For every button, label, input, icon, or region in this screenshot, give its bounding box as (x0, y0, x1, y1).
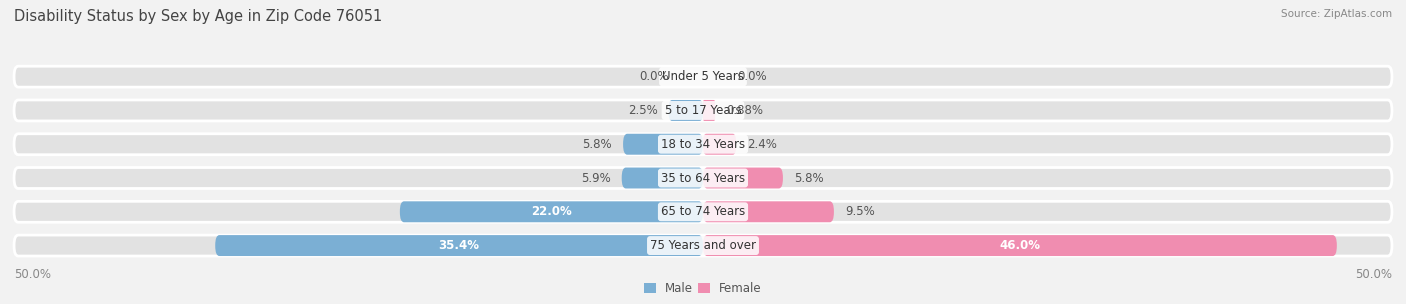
FancyBboxPatch shape (703, 134, 737, 155)
Text: 35 to 64 Years: 35 to 64 Years (661, 171, 745, 185)
Text: 75 Years and over: 75 Years and over (650, 239, 756, 252)
Text: 9.5%: 9.5% (845, 205, 875, 218)
FancyBboxPatch shape (14, 100, 1392, 121)
Text: 46.0%: 46.0% (1000, 239, 1040, 252)
Text: 65 to 74 Years: 65 to 74 Years (661, 205, 745, 218)
FancyBboxPatch shape (14, 168, 1392, 188)
Text: 0.88%: 0.88% (725, 104, 763, 117)
Text: 2.4%: 2.4% (747, 138, 778, 151)
Text: 5.9%: 5.9% (581, 171, 610, 185)
Text: 5.8%: 5.8% (582, 138, 612, 151)
FancyBboxPatch shape (14, 235, 1392, 256)
Text: 22.0%: 22.0% (531, 205, 572, 218)
Text: 18 to 34 Years: 18 to 34 Years (661, 138, 745, 151)
Text: 50.0%: 50.0% (14, 268, 51, 281)
Text: Disability Status by Sex by Age in Zip Code 76051: Disability Status by Sex by Age in Zip C… (14, 9, 382, 24)
FancyBboxPatch shape (703, 100, 716, 121)
Text: 2.5%: 2.5% (628, 104, 658, 117)
FancyBboxPatch shape (703, 201, 834, 222)
Text: 5 to 17 Years: 5 to 17 Years (665, 104, 741, 117)
Text: 5.8%: 5.8% (794, 171, 824, 185)
Text: 50.0%: 50.0% (1355, 268, 1392, 281)
FancyBboxPatch shape (399, 201, 703, 222)
FancyBboxPatch shape (14, 134, 1392, 155)
FancyBboxPatch shape (14, 66, 1392, 87)
FancyBboxPatch shape (14, 201, 1392, 222)
Legend: Male, Female: Male, Female (640, 278, 766, 300)
FancyBboxPatch shape (621, 168, 703, 188)
Text: Under 5 Years: Under 5 Years (662, 70, 744, 83)
FancyBboxPatch shape (623, 134, 703, 155)
FancyBboxPatch shape (703, 235, 1337, 256)
Text: Source: ZipAtlas.com: Source: ZipAtlas.com (1281, 9, 1392, 19)
Text: 0.0%: 0.0% (638, 70, 669, 83)
FancyBboxPatch shape (703, 168, 783, 188)
FancyBboxPatch shape (669, 100, 703, 121)
Text: 35.4%: 35.4% (439, 239, 479, 252)
FancyBboxPatch shape (215, 235, 703, 256)
Text: 0.0%: 0.0% (738, 70, 768, 83)
